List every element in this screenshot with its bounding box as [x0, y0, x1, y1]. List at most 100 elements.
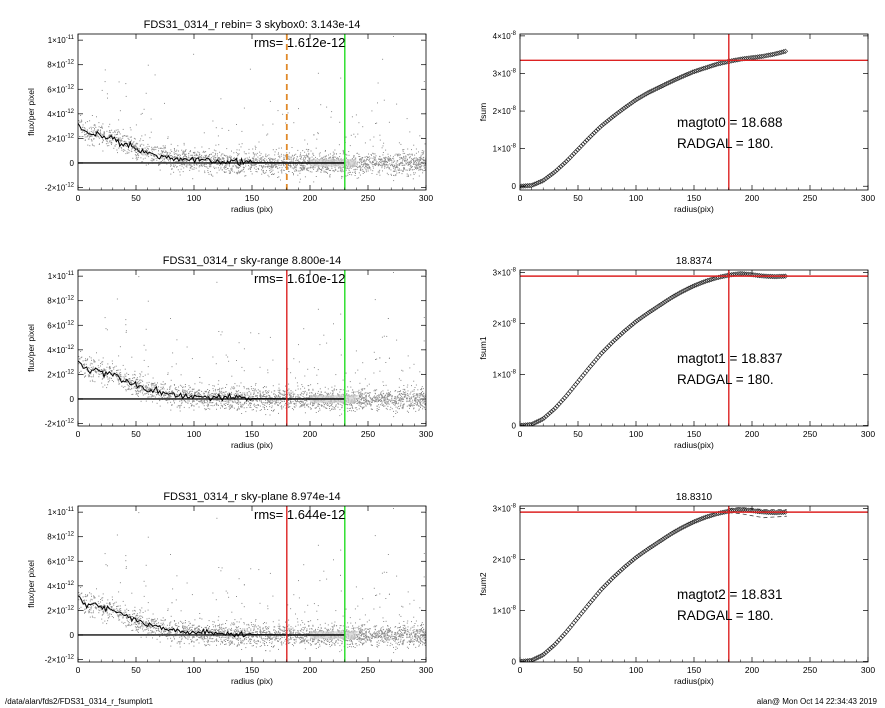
pixel-point — [307, 160, 309, 162]
pixel-point — [124, 140, 126, 142]
pixel-point — [114, 366, 116, 368]
pixel-point — [217, 393, 218, 395]
pixel-point — [281, 405, 283, 407]
pixel-point — [87, 144, 89, 146]
pixel-point — [395, 413, 397, 414]
pixel-point — [303, 405, 305, 407]
pixel-point — [328, 392, 330, 394]
curve-point — [645, 90, 651, 96]
pixel-point — [265, 163, 267, 165]
pixel-point — [260, 161, 261, 163]
pixel-point — [365, 395, 367, 397]
pixel-point — [388, 392, 390, 394]
pixel-point — [92, 380, 94, 382]
x-axis-label: radius(pix) — [674, 204, 714, 214]
pixel-point — [374, 392, 376, 394]
pixel-point — [219, 161, 221, 163]
pixel-point — [79, 136, 80, 137]
pixel-point — [381, 403, 383, 405]
pixel-point — [150, 394, 152, 395]
curve-point — [686, 71, 692, 77]
pixel-point — [250, 392, 252, 394]
pixel-point — [179, 396, 181, 398]
pixel-point — [342, 402, 344, 404]
pixel-point — [329, 174, 331, 176]
pixel-point — [410, 405, 412, 407]
pixel-point — [315, 407, 317, 408]
pixel-point — [182, 394, 184, 396]
x-axis-label: radius (pix) — [231, 204, 273, 214]
pixel-point — [249, 402, 251, 404]
pixel-point — [152, 401, 153, 403]
pixel-point — [295, 395, 297, 397]
pixel-point — [373, 153, 375, 155]
pixel-point — [398, 397, 400, 399]
pixel-point — [95, 370, 97, 372]
pixel-point — [278, 164, 280, 166]
pixel-point — [296, 158, 298, 160]
pixel-point — [421, 158, 423, 160]
pixel-point — [252, 152, 254, 154]
pixel-point — [369, 158, 370, 160]
pixel-point — [231, 406, 232, 408]
pixel-point — [212, 385, 214, 387]
pixel-point — [292, 401, 294, 403]
pixel-point — [223, 403, 225, 405]
pixel-point — [359, 156, 361, 157]
pixel-point — [369, 139, 371, 141]
pixel-point — [91, 115, 93, 116]
pixel-point — [394, 400, 396, 402]
pixel-point — [188, 400, 190, 402]
pixel-point — [234, 401, 236, 403]
pixel-point — [241, 130, 243, 132]
pixel-point — [262, 171, 264, 173]
pixel-point — [244, 153, 246, 155]
pixel-point — [204, 170, 206, 172]
pixel-point — [290, 163, 291, 165]
pixel-point — [88, 127, 90, 129]
pixel-point — [345, 175, 347, 177]
pixel-point — [211, 160, 213, 162]
pixel-point — [255, 158, 257, 159]
pixel-point — [362, 408, 363, 410]
pixel-point — [238, 400, 240, 402]
pixel-point — [287, 400, 288, 402]
pixel-point — [361, 164, 363, 166]
pixel-point — [410, 160, 412, 162]
pixel-point — [303, 164, 305, 166]
pixel-point — [154, 154, 156, 156]
pixel-point — [220, 155, 222, 157]
pixel-point — [401, 397, 403, 399]
pixel-point — [238, 170, 239, 172]
pixel-point — [264, 161, 266, 163]
pixel-point — [213, 158, 215, 160]
pixel-point — [254, 405, 256, 407]
pixel-point — [170, 379, 172, 381]
pixel-point — [412, 399, 414, 401]
pixel-point — [231, 405, 233, 407]
pixel-point — [332, 406, 334, 408]
pixel-point — [176, 158, 178, 160]
pixel-point — [401, 173, 403, 175]
pixel-point — [291, 167, 293, 169]
pixel-point — [242, 404, 244, 406]
pixel-point — [359, 158, 361, 160]
pixel-point — [152, 383, 154, 384]
pixel-point — [415, 168, 416, 169]
pixel-point — [266, 391, 268, 393]
pixel-point — [270, 399, 272, 401]
pixel-point — [214, 155, 216, 157]
pixel-point — [259, 410, 261, 411]
pixel-point — [141, 147, 143, 149]
pixel-point — [290, 165, 292, 167]
pixel-point — [378, 400, 379, 402]
pixel-point — [360, 165, 361, 167]
pixel-point — [112, 363, 113, 365]
pixel-point — [106, 130, 108, 132]
pixel-point — [248, 152, 250, 154]
pixel-point — [361, 393, 363, 395]
pixel-point — [248, 390, 250, 392]
pixel-point — [382, 58, 384, 60]
pixel-point — [128, 152, 130, 154]
pixel-point — [413, 396, 415, 398]
